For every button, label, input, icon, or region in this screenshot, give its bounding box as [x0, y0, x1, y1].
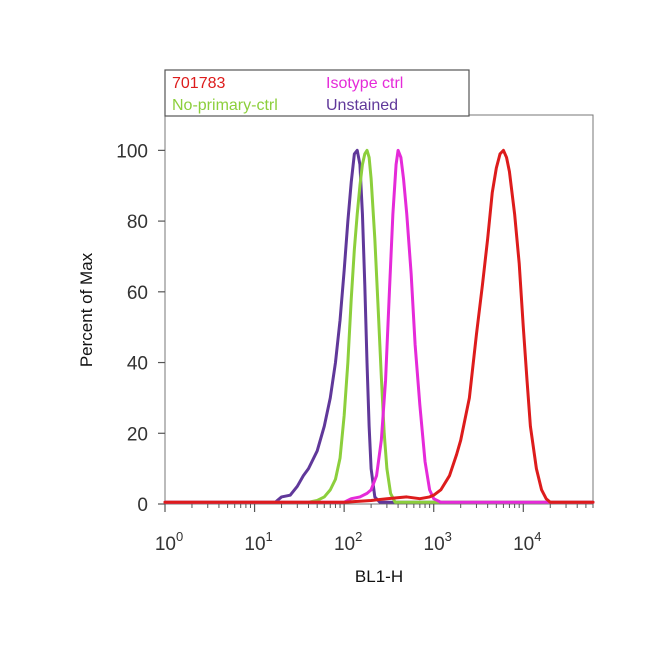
x-tick-label: 100 [155, 529, 183, 555]
legend: 701783 Isotype ctrl No-primary-ctrl Unst… [164, 69, 470, 117]
y-axis-label: Percent of Max [77, 252, 96, 367]
series-group [163, 148, 595, 504]
x-tick-label: 101 [244, 529, 272, 555]
y-axis: 0 20 40 60 80 100 [116, 141, 165, 516]
x-tick-label: 104 [513, 529, 541, 555]
y-tick-label: 60 [127, 283, 148, 304]
legend-entry-701783: 701783 [172, 75, 225, 92]
legend-entry-no-primary-ctrl: No-primary-ctrl [172, 97, 278, 114]
y-tick-label: 100 [116, 141, 148, 162]
x-tick-label: 103 [424, 529, 452, 555]
x-axis-label: BL1-H [355, 567, 403, 586]
legend-entry-isotype-ctrl: Isotype ctrl [326, 75, 403, 92]
y-tick-label: 20 [127, 424, 148, 445]
series-line-701783 [163, 148, 595, 504]
y-tick-label: 40 [127, 354, 148, 375]
legend-box [164, 69, 470, 117]
x-axis: 100 101 102 103 104 [155, 504, 594, 555]
y-tick-label: 0 [137, 495, 148, 516]
series-line-unstained [163, 148, 595, 504]
series-line-isotype-ctrl [163, 148, 595, 504]
x-tick-label: 102 [334, 529, 362, 555]
legend-entry-unstained: Unstained [326, 97, 398, 114]
y-tick-label: 80 [127, 212, 148, 233]
